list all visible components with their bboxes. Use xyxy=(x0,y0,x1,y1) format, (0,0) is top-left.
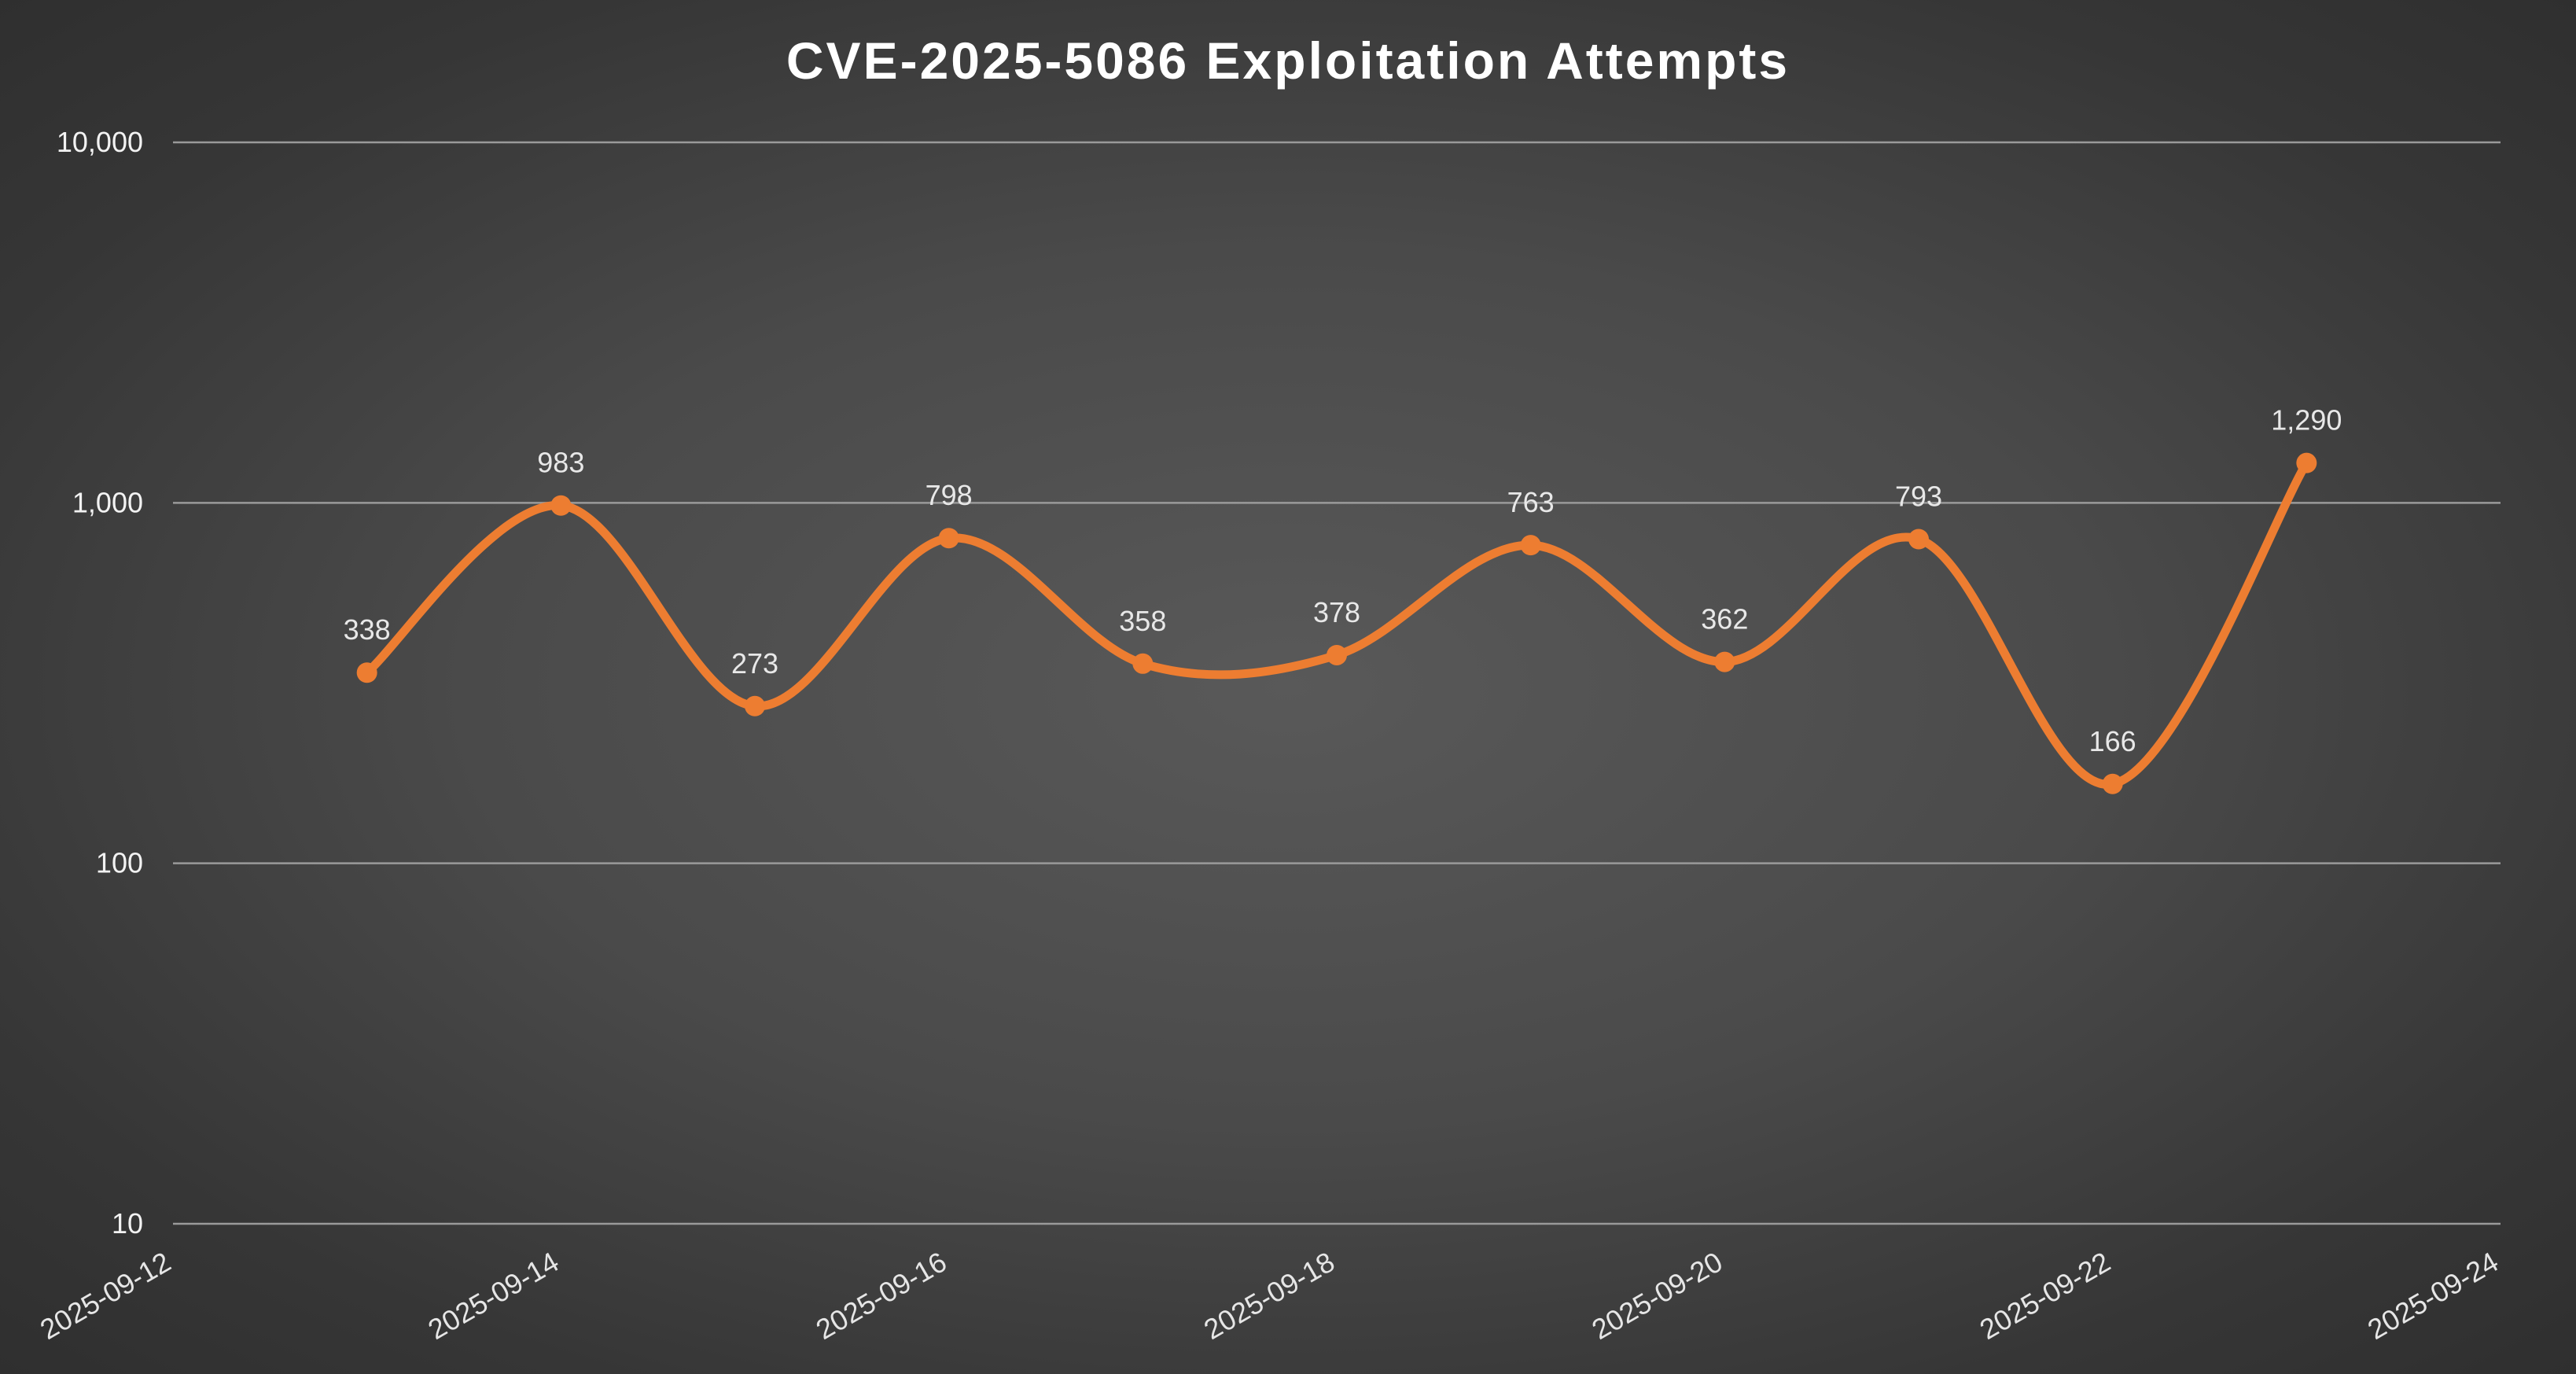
x-tick-label: 2025-09-20 xyxy=(1586,1245,1728,1346)
data-label: 763 xyxy=(1507,486,1555,518)
y-axis-ticks: 10 100 1,000 10,000 xyxy=(57,126,143,1240)
data-label: 358 xyxy=(1119,605,1166,637)
data-label: 798 xyxy=(926,479,973,511)
data-point xyxy=(745,695,765,716)
x-tick-label: 2025-09-22 xyxy=(1974,1245,2116,1346)
y-tick-label: 100 xyxy=(96,847,143,879)
data-points xyxy=(356,452,2317,794)
data-label: 166 xyxy=(2089,725,2136,757)
data-point xyxy=(938,528,959,549)
chart-title: CVE-2025-5086 Exploitation Attempts xyxy=(786,31,1790,90)
x-tick-label: 2025-09-14 xyxy=(422,1245,564,1346)
x-tick-label: 2025-09-16 xyxy=(811,1245,952,1346)
data-label: 273 xyxy=(731,647,778,680)
data-label: 1,290 xyxy=(2271,404,2342,437)
data-label: 338 xyxy=(344,613,391,646)
data-point xyxy=(1908,529,1929,550)
x-tick-label: 2025-09-18 xyxy=(1198,1245,1340,1346)
data-point xyxy=(1714,651,1735,672)
data-point xyxy=(550,495,572,516)
data-point xyxy=(1520,535,1541,556)
data-label: 793 xyxy=(1895,480,1942,512)
data-label: 378 xyxy=(1313,596,1360,628)
data-point xyxy=(2296,452,2317,473)
data-point xyxy=(1327,644,1347,665)
data-point xyxy=(356,662,377,683)
series-line xyxy=(362,459,2311,789)
y-tick-label: 10,000 xyxy=(57,126,143,158)
x-axis-ticks: 2025-09-12 2025-09-14 2025-09-16 2025-09-18… xyxy=(35,1245,2504,1346)
gridlines xyxy=(173,141,2501,1225)
data-label: 362 xyxy=(1701,603,1748,635)
x-tick-label: 2025-09-24 xyxy=(2362,1245,2504,1346)
data-label: 983 xyxy=(537,447,584,479)
y-tick-label: 10 xyxy=(112,1207,143,1240)
x-tick-label: 2025-09-12 xyxy=(35,1245,176,1346)
data-point xyxy=(2102,773,2123,794)
data-labels: 338 983 273 798 358 378 763 362 793 166 1,290 xyxy=(344,404,2342,757)
data-point xyxy=(1132,653,1154,674)
y-tick-label: 1,000 xyxy=(72,486,143,518)
